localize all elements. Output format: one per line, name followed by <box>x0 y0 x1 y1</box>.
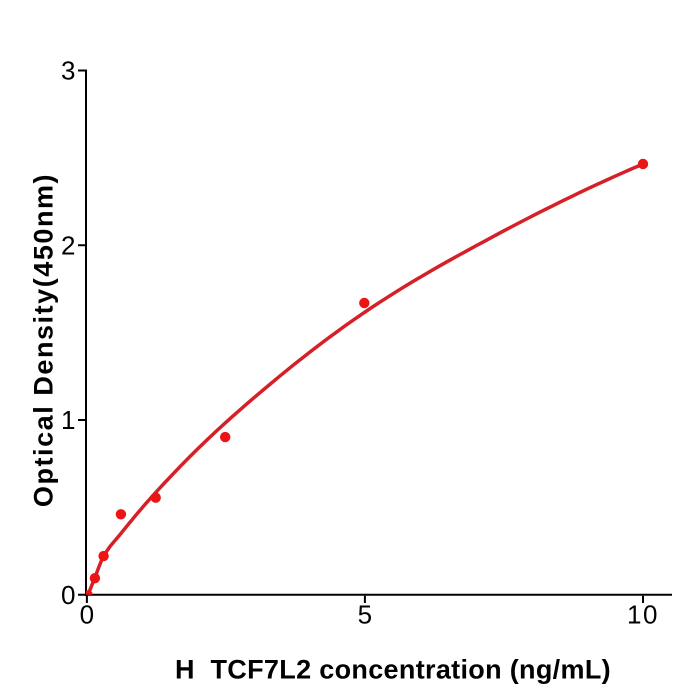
svg-text:H TCF7L2 concentration (ng/mL: H TCF7L2 concentration (ng/mL) <box>175 655 611 685</box>
svg-text:0: 0 <box>80 600 94 630</box>
svg-text:1: 1 <box>61 405 75 435</box>
svg-text:Optical Density(450nm): Optical Density(450nm) <box>29 173 59 507</box>
svg-text:10: 10 <box>627 600 659 630</box>
svg-text:5: 5 <box>358 600 372 630</box>
svg-text:3: 3 <box>61 56 75 86</box>
svg-text:0: 0 <box>61 580 75 610</box>
svg-text:2: 2 <box>61 231 75 261</box>
